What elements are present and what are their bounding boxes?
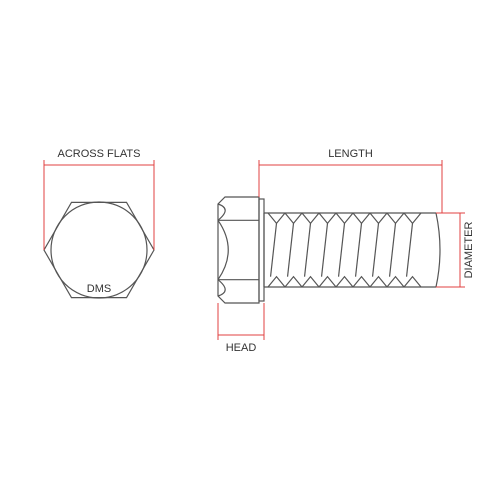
thread-top-7	[387, 213, 404, 223]
thread-helix-1	[288, 223, 294, 276]
label-diameter: DIAMETER	[463, 222, 475, 279]
thread-bot-6	[370, 277, 387, 287]
bolt-side-view	[218, 197, 440, 303]
thread-top-0	[268, 213, 285, 223]
thread-helix-7	[390, 223, 396, 276]
thread-bot-5	[353, 277, 370, 287]
thread-top-8	[404, 213, 421, 223]
thread-helix-5	[356, 223, 362, 276]
head-arc-bot	[218, 280, 225, 296]
thread-helix-6	[373, 223, 379, 276]
thread-bot-7	[387, 277, 404, 287]
thread-top-2	[302, 213, 319, 223]
label-dms: DMS	[87, 283, 111, 295]
flange	[259, 199, 264, 301]
thread-helix-8	[407, 223, 413, 276]
thread-helix-4	[339, 223, 345, 276]
thread-helix-3	[322, 223, 328, 276]
thread-top-6	[370, 213, 387, 223]
thread-top-4	[336, 213, 353, 223]
thread-helix-2	[305, 223, 311, 276]
thread-tip	[436, 213, 440, 287]
thread-bot-8	[404, 277, 421, 287]
head-arc-top	[218, 204, 225, 220]
thread-bot-2	[302, 277, 319, 287]
thread-bot-1	[285, 277, 302, 287]
thread-top-5	[353, 213, 370, 223]
label-head: HEAD	[226, 342, 257, 354]
thread-bot-3	[319, 277, 336, 287]
thread-bot-0	[268, 277, 285, 287]
thread-helix-0	[271, 223, 277, 276]
thread-bot-4	[336, 277, 353, 287]
label-length: LENGTH	[328, 148, 373, 160]
label-across-flats: ACROSS FLATS	[58, 148, 141, 160]
head-arc-mid	[218, 220, 228, 279]
thread-top-1	[285, 213, 302, 223]
thread-top-3	[319, 213, 336, 223]
